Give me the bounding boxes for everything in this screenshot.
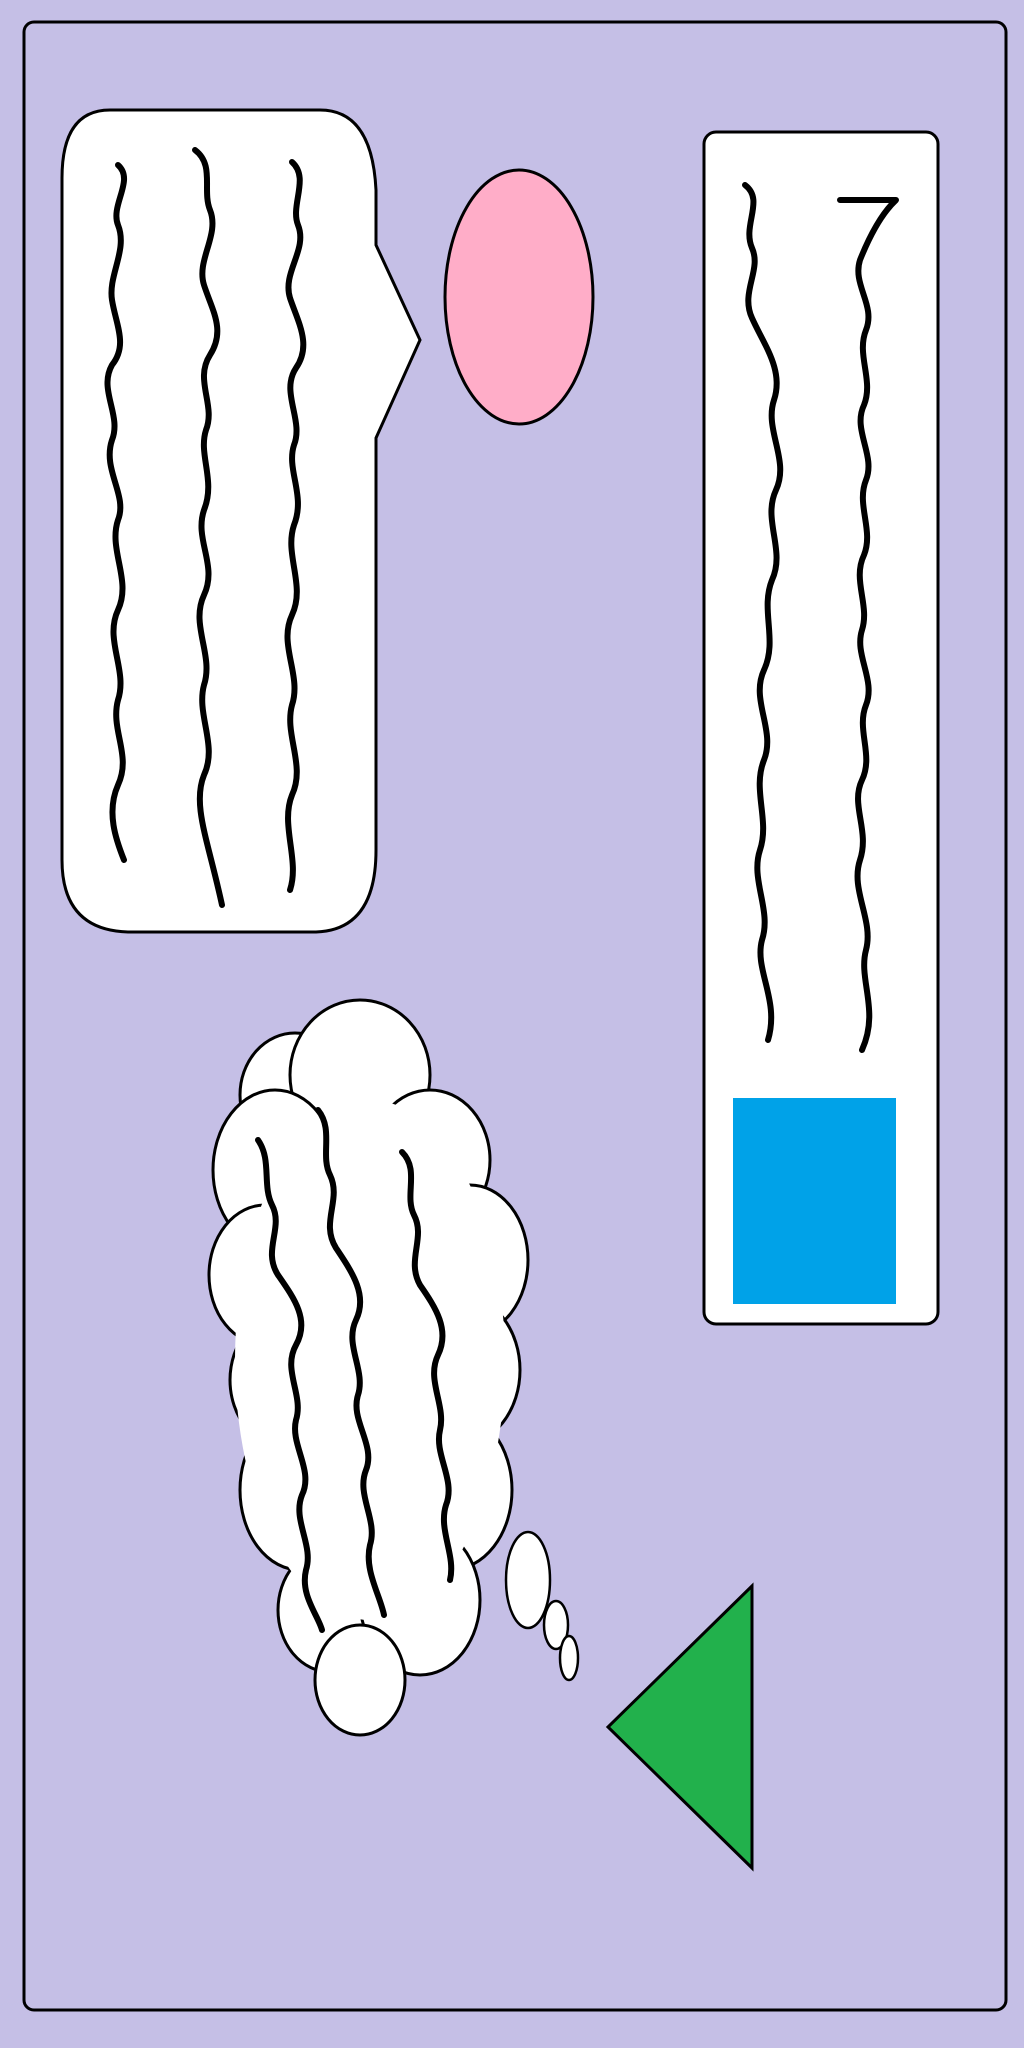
speech-line-3 bbox=[284, 159, 307, 893]
text-card bbox=[702, 130, 940, 1326]
card-line-2 bbox=[837, 197, 899, 1053]
thought-cloud-bubbles bbox=[504, 1530, 580, 1682]
thought-line-1 bbox=[255, 1137, 325, 1633]
speech-bubble bbox=[60, 108, 422, 934]
pink-oval bbox=[443, 168, 595, 426]
thought-cloud bbox=[207, 998, 580, 1737]
card-line-1 bbox=[742, 182, 784, 1043]
thought-cloud-text-lines bbox=[255, 1107, 455, 1633]
thought-bubble-large bbox=[504, 1530, 552, 1630]
speech-bubble-shape bbox=[60, 108, 422, 934]
text-card-shape bbox=[702, 130, 940, 1326]
thought-line-3 bbox=[399, 1149, 455, 1583]
speech-line-2 bbox=[192, 147, 225, 908]
thought-bubble-medium bbox=[542, 1599, 570, 1651]
speech-line-1 bbox=[104, 162, 127, 863]
text-card-lines bbox=[742, 182, 899, 1053]
blue-square bbox=[733, 1098, 896, 1304]
green-triangle bbox=[605, 1582, 754, 1872]
speech-bubble-text-lines bbox=[104, 147, 307, 908]
thought-bubble-small bbox=[558, 1634, 580, 1682]
thought-line-2 bbox=[315, 1107, 387, 1618]
